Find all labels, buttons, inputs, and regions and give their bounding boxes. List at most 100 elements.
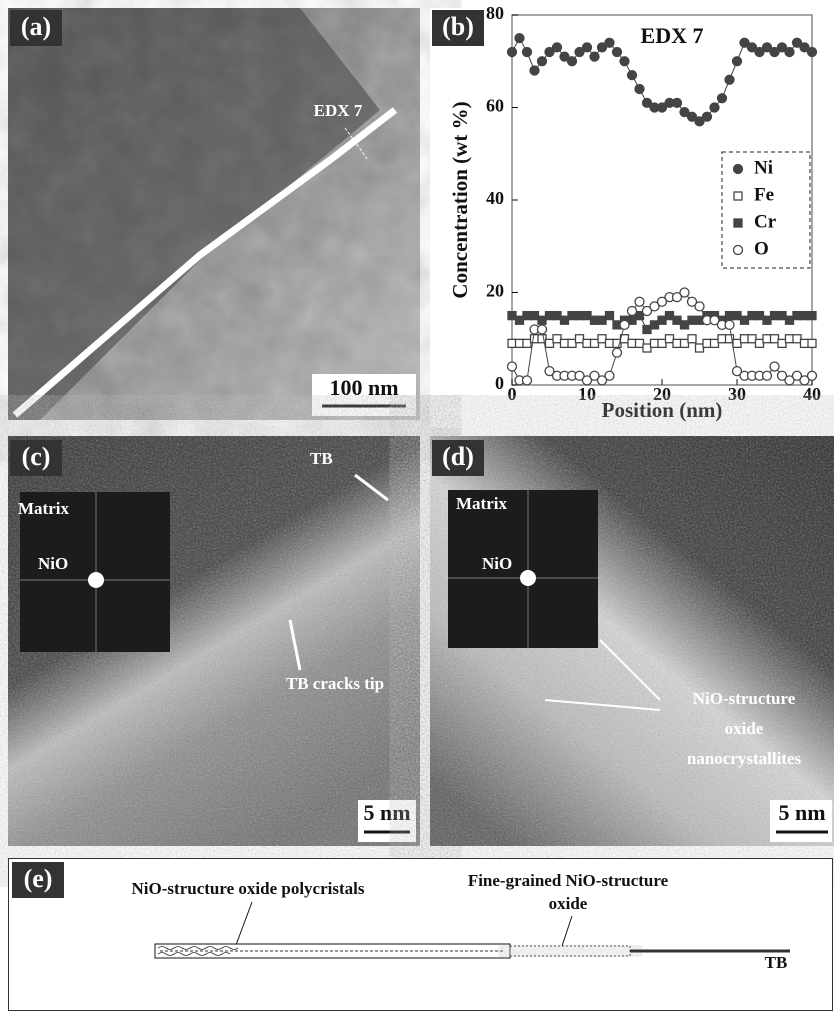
legend-label: Fe [754,184,774,205]
marker [771,312,779,320]
marker [508,48,517,57]
marker [756,339,764,347]
marker [515,34,524,43]
marker [681,339,689,347]
panel-d: (d) Matrix NiO NiO-structure oxide nanoc… [430,436,834,846]
marker [568,339,576,347]
marker [733,312,741,320]
marker [605,38,614,47]
nio-label: NiO [482,554,512,573]
chart-title: EDX 7 [641,23,704,48]
marker [538,316,546,324]
marker [523,48,532,57]
marker [643,326,651,334]
marker [666,312,674,320]
marker [793,312,801,320]
marker [695,302,704,311]
marker [538,325,547,334]
marker [778,312,786,320]
marker [628,339,636,347]
marker [508,339,516,347]
marker [741,335,749,343]
marker [568,312,576,320]
matrix-label: Matrix [456,494,507,513]
y-tick-label: 0 [495,373,504,393]
nio-label: NiO [38,554,68,573]
marker [635,297,644,306]
y-tick-label: 40 [486,188,504,208]
y-tick-label: 60 [486,96,504,116]
marker [718,94,727,103]
panel-label: (d) [442,442,474,471]
marker [553,312,561,320]
marker [808,339,816,347]
marker [523,312,531,320]
marker [523,339,531,347]
marker [508,362,517,371]
tip-label: TB cracks tip [286,674,384,693]
marker [523,376,532,385]
marker [673,316,681,324]
panel-c: (c) TB Matrix NiO TB cracks tip 5 nm [8,436,420,846]
marker [726,312,734,320]
marker [808,371,817,380]
marker [725,75,734,84]
marker [756,312,764,320]
marker [613,48,622,57]
marker [763,316,771,324]
legend-marker [734,219,742,227]
marker [725,320,734,329]
marker [553,335,561,343]
legend-label: Cr [754,211,777,232]
oxide-label: nanocrystallites [687,749,802,768]
x-tick-label: 0 [508,384,517,404]
panel-label: (c) [22,442,51,471]
fine-label: oxide [549,894,588,913]
marker [658,339,666,347]
marker [703,112,712,121]
marker [538,57,547,66]
marker [628,71,637,80]
marker [613,348,622,357]
marker [733,339,741,347]
marker [576,312,584,320]
marker [530,66,539,75]
marker [696,344,704,352]
marker [741,316,749,324]
marker [786,335,794,343]
scale-bar-label: 100 nm [329,375,398,400]
x-tick-label: 40 [803,384,821,404]
marker [531,312,539,320]
marker [546,312,554,320]
marker [666,335,674,343]
marker [508,312,516,320]
marker [620,320,629,329]
marker [516,316,524,324]
marker [628,307,637,316]
legend-label: Ni [754,157,773,178]
marker [590,52,599,61]
legend-marker [734,246,743,255]
matrix-label: Matrix [18,499,69,518]
marker [793,335,801,343]
x-tick-label: 30 [728,384,746,404]
marker [651,339,659,347]
tb-label: TB [765,953,788,972]
marker [643,344,651,352]
marker [710,103,719,112]
marker [748,335,756,343]
y-tick-label: 20 [486,281,504,301]
oxide-label: oxide [725,719,764,738]
figure: (a) EDX 7 100 nm (b) EDX 7Concentration … [0,0,834,1016]
marker [711,339,719,347]
scale-bar-label: 5 nm [363,800,410,825]
marker [786,316,794,324]
marker [808,48,817,57]
marker [680,288,689,297]
marker [770,362,779,371]
marker [801,339,809,347]
marker [703,339,711,347]
marker [651,321,659,329]
tb-label: TB [310,449,333,468]
marker [598,335,606,343]
